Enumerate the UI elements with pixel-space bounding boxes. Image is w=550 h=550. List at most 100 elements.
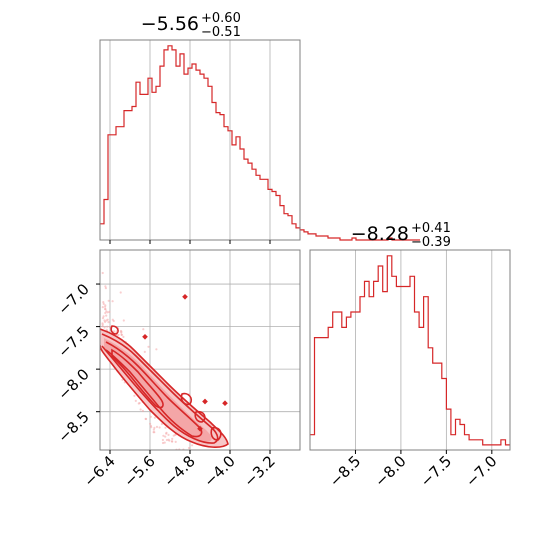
joint-y-tick-label: −7.0	[54, 280, 92, 318]
hist-y-frame	[309, 249, 511, 451]
joint-x-tick-label: −6.4	[80, 452, 118, 490]
sample-point	[107, 321, 110, 324]
sample-point	[133, 394, 136, 397]
contour-blob-2	[194, 410, 206, 423]
sample-point	[158, 426, 161, 429]
sample-point	[106, 325, 109, 328]
joint-density-contours	[100, 325, 229, 448]
sample-point	[191, 444, 194, 447]
joint-x-tick-label: −3.2	[240, 452, 278, 490]
joint-y-tick-labels: −7.0 −7.5 −8.0 −8.5	[54, 280, 92, 446]
hist-y-title-main: −8.28	[351, 223, 409, 245]
joint-x-tick-label: −4.8	[160, 452, 198, 490]
hist-y-grid	[355, 250, 493, 450]
hist-y-tick-labels: −8.5 −8.0 −7.5 −7.0	[326, 452, 501, 490]
hist-y-panel: −8.5 −8.0 −7.5 −7.0 −8.28 +0.41 −0.39	[309, 221, 511, 491]
sample-point	[172, 434, 175, 437]
joint-x-tick-label: −5.6	[120, 452, 158, 490]
sample-point	[167, 433, 170, 436]
sample-point	[164, 435, 167, 438]
sample-point	[101, 325, 104, 328]
joint-outlier-points	[142, 293, 228, 432]
sample-point	[174, 440, 177, 443]
sample-point	[153, 416, 156, 419]
hist-x-grid	[109, 40, 271, 240]
sample-point	[102, 302, 105, 305]
sample-point	[103, 326, 106, 329]
joint-y-tick-label: −8.0	[54, 365, 92, 403]
sample-point	[111, 300, 114, 303]
sample-point	[104, 311, 107, 315]
sample-point	[152, 431, 155, 434]
sample-point	[102, 301, 105, 304]
tick-label: −8.0	[371, 452, 409, 490]
contour-blob-1	[180, 392, 193, 406]
sample-point	[165, 431, 168, 434]
hist-y-title-sup: +0.41	[411, 221, 451, 236]
sample-point	[141, 409, 144, 412]
contour-blob-3	[110, 325, 119, 335]
sample-point	[147, 345, 150, 348]
tick-label: −8.5	[326, 452, 364, 490]
contour-line-outer	[100, 328, 229, 448]
hist-x-title-sup: +0.60	[201, 11, 241, 26]
joint-frame	[99, 249, 301, 451]
sample-point	[171, 437, 174, 440]
sample-point	[101, 317, 105, 320]
sample-point	[170, 440, 173, 443]
sample-point	[108, 326, 111, 329]
hist-y-title-sub: −0.39	[411, 235, 451, 250]
sample-point	[101, 271, 104, 275]
sample-point	[161, 438, 164, 442]
joint-x-tick-label: −4.0	[200, 452, 238, 490]
sample-point	[104, 304, 107, 307]
joint-grid	[100, 250, 300, 450]
sample-point	[145, 417, 148, 421]
outlier-point-2	[222, 400, 228, 407]
hist-x-title-main: −5.56	[141, 13, 199, 35]
sample-point	[105, 310, 108, 313]
sample-point	[122, 335, 125, 338]
sample-point	[160, 422, 163, 426]
contour-fill-inner	[104, 338, 212, 442]
joint-y-tick-label: −8.5	[54, 408, 92, 446]
sample-point	[187, 446, 191, 450]
sample-point	[101, 306, 104, 309]
sample-point	[139, 408, 142, 411]
outlier-point-4	[197, 425, 203, 432]
sample-point	[105, 319, 108, 322]
tick-label: −7.0	[462, 452, 500, 490]
contour-line-inner	[105, 341, 203, 438]
sample-point	[120, 333, 123, 336]
sample-point	[111, 318, 114, 321]
sample-point	[107, 299, 110, 302]
sample-point	[143, 350, 146, 353]
tick-label: −7.5	[417, 452, 455, 490]
hist-y-step-line	[310, 255, 510, 446]
contour-fill-outer	[100, 329, 228, 448]
sample-point	[134, 399, 137, 402]
sample-point	[119, 329, 122, 333]
hist-x-title-sub: −0.51	[201, 25, 241, 40]
sample-point	[167, 438, 170, 441]
sample-point	[161, 441, 165, 445]
sample-point	[149, 422, 152, 425]
sample-point	[103, 319, 106, 322]
hist-x-tick-marks	[109, 240, 271, 244]
contour-blob-4	[210, 426, 222, 441]
sample-point	[152, 428, 155, 431]
sample-point	[102, 315, 105, 318]
joint-x-tick-labels: −6.4 −5.6 −4.8 −4.0 −3.2	[80, 452, 278, 490]
sample-point	[119, 291, 122, 294]
sample-point	[122, 319, 125, 322]
contour-line-core	[111, 348, 164, 409]
sample-point	[105, 314, 108, 317]
sample-point	[108, 310, 111, 313]
sample-point	[104, 308, 107, 311]
hist-x-panel: −5.56 +0.60 −0.51	[99, 11, 420, 244]
sample-point	[101, 322, 104, 325]
sample-point	[104, 287, 107, 290]
joint-tick-marks	[96, 283, 271, 454]
outlier-point-1	[202, 398, 208, 405]
